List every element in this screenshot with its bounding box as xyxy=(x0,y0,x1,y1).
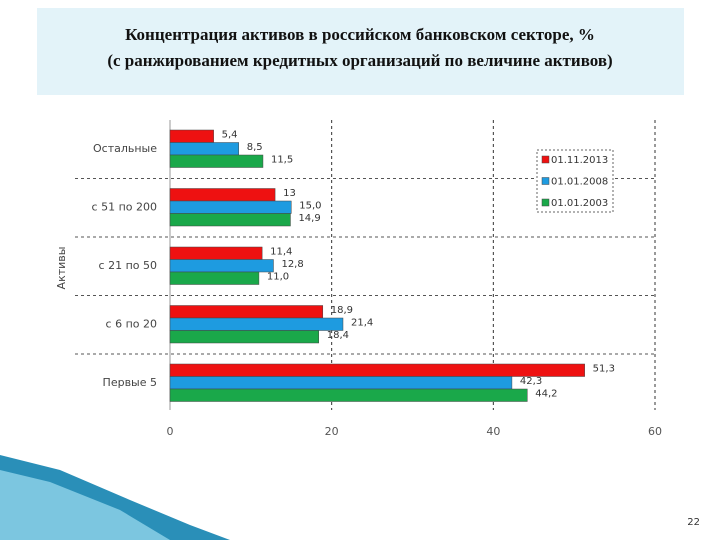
data-label: 15,0 xyxy=(299,200,321,211)
y-axis-label: Активы xyxy=(55,247,68,290)
decor-wave-light xyxy=(0,470,170,540)
y-tick-label: с 6 по 20 xyxy=(106,317,157,330)
title-box xyxy=(37,8,684,95)
bar xyxy=(169,305,324,319)
legend-label: 01.11.2013 xyxy=(551,155,608,166)
data-label: 42,3 xyxy=(520,376,542,387)
y-tick-label: с 51 по 200 xyxy=(92,200,157,213)
data-label: 18,9 xyxy=(331,305,353,316)
bar xyxy=(169,142,239,156)
chart-title: Концентрация активов в российском банков… xyxy=(125,25,595,44)
data-label: 14,9 xyxy=(298,213,320,224)
data-label: 12,8 xyxy=(281,259,303,270)
data-label: 21,4 xyxy=(351,317,373,328)
data-label: 51,3 xyxy=(593,363,615,374)
legend-swatch xyxy=(541,155,550,164)
data-label: 5,4 xyxy=(222,129,238,140)
bar xyxy=(169,213,291,227)
x-tick-label: 60 xyxy=(648,425,662,438)
bar xyxy=(169,200,292,214)
bar xyxy=(169,129,214,143)
data-label: 11,5 xyxy=(271,154,293,165)
chart: 0 20 40 60 Остальные с 51 по 200 с 21 по 50 с 6… xyxy=(75,120,662,438)
data-label: 11,4 xyxy=(270,246,292,257)
data-label: 18,4 xyxy=(327,330,349,341)
legend-swatch xyxy=(541,177,550,185)
data-label: 8,5 xyxy=(247,142,263,153)
y-tick-label: Остальные xyxy=(93,142,157,155)
bar xyxy=(169,388,528,402)
bar xyxy=(169,363,585,377)
chart-subtitle: (с ранжированием кредитных организаций п… xyxy=(107,51,612,70)
bar xyxy=(169,154,264,168)
data-label: 13 xyxy=(283,188,296,199)
bar xyxy=(169,188,276,202)
legend-label: 01.01.2008 xyxy=(551,177,608,188)
x-tick-label: 40 xyxy=(486,425,500,438)
bar xyxy=(169,376,513,390)
bar xyxy=(169,330,319,344)
page-number: 22 xyxy=(687,517,700,528)
legend-box xyxy=(536,149,614,213)
y-tick-label: с 21 по 50 xyxy=(99,259,157,272)
x-tick-label: 0 xyxy=(167,425,174,438)
data-label: 11,0 xyxy=(267,271,289,282)
x-tick-label: 20 xyxy=(325,425,339,438)
bar xyxy=(169,317,344,331)
y-tick-label: Первые 5 xyxy=(103,376,157,389)
data-label: 44,2 xyxy=(535,388,557,399)
bar xyxy=(169,259,274,273)
legend-swatch xyxy=(541,198,550,207)
legend-label: 01.01.2003 xyxy=(551,198,608,209)
bar xyxy=(169,271,260,285)
bar xyxy=(169,246,263,260)
